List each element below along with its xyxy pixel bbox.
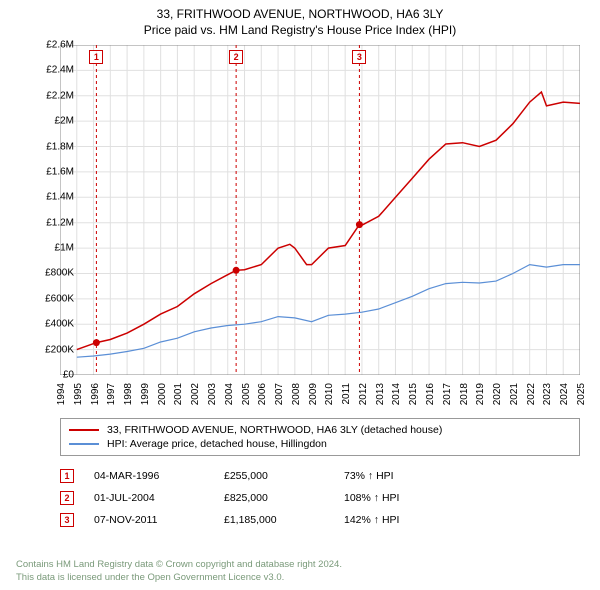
y-tick-label: £400K	[45, 319, 74, 330]
y-tick-label: £2M	[55, 116, 74, 127]
event-marker-3: 3	[60, 513, 74, 527]
x-tick-label: 2002	[190, 383, 201, 405]
event-price: £1,185,000	[224, 514, 324, 526]
x-tick-label: 2012	[358, 383, 369, 405]
x-tick-label: 2017	[442, 383, 453, 405]
legend-swatch	[69, 429, 99, 431]
y-tick-label: £1.4M	[46, 192, 74, 203]
x-tick-label: 2001	[173, 383, 184, 405]
x-tick-label: 2015	[408, 383, 419, 405]
x-tick-label: 2006	[257, 383, 268, 405]
chart-title: 33, FRITHWOOD AVENUE, NORTHWOOD, HA6 3LY…	[0, 0, 600, 38]
x-tick-label: 2011	[341, 383, 352, 405]
x-tick-label: 2022	[526, 383, 537, 405]
event-row: 1 04-MAR-1996 £255,000 73% ↑ HPI	[60, 465, 580, 487]
legend-swatch	[69, 443, 99, 445]
event-date: 01-JUL-2004	[94, 492, 204, 504]
event-hpi: 73% ↑ HPI	[344, 470, 580, 482]
x-tick-label: 1998	[123, 383, 134, 405]
x-tick-label: 2023	[542, 383, 553, 405]
event-row: 2 01-JUL-2004 £825,000 108% ↑ HPI	[60, 487, 580, 509]
x-tick-label: 2013	[375, 383, 386, 405]
x-tick-label: 2004	[224, 383, 235, 405]
x-tick-label: 2010	[324, 383, 335, 405]
x-tick-label: 2020	[492, 383, 503, 405]
y-tick-label: £1.8M	[46, 141, 74, 152]
x-tick-label: 2000	[157, 383, 168, 405]
x-tick-label: 2018	[459, 383, 470, 405]
event-marker-1: 1	[60, 469, 74, 483]
y-tick-label: £1.6M	[46, 166, 74, 177]
y-tick-label: £1M	[55, 243, 74, 254]
footer-attribution: Contains HM Land Registry data © Crown c…	[16, 559, 584, 584]
legend-label: 33, FRITHWOOD AVENUE, NORTHWOOD, HA6 3LY…	[107, 424, 442, 436]
x-tick-label: 2016	[425, 383, 436, 405]
y-tick-label: £2.4M	[46, 65, 74, 76]
event-hpi: 108% ↑ HPI	[344, 492, 580, 504]
y-tick-label: £200K	[45, 344, 74, 355]
chart-container: 33, FRITHWOOD AVENUE, NORTHWOOD, HA6 3LY…	[0, 0, 600, 590]
x-tick-label: 2024	[559, 383, 570, 405]
x-tick-label: 2025	[576, 383, 587, 405]
event-hpi: 142% ↑ HPI	[344, 514, 580, 526]
x-tick-label: 1994	[56, 383, 67, 405]
x-tick-label: 1995	[73, 383, 84, 405]
legend-label: HPI: Average price, detached house, Hill…	[107, 438, 327, 450]
y-tick-label: £600K	[45, 293, 74, 304]
event-marker-box: 1	[89, 50, 103, 64]
x-tick-label: 2009	[308, 383, 319, 405]
title-line-1: 33, FRITHWOOD AVENUE, NORTHWOOD, HA6 3LY	[157, 7, 444, 21]
x-tick-label: 2019	[475, 383, 486, 405]
footer-line-1: Contains HM Land Registry data © Crown c…	[16, 559, 342, 570]
footer-line-2: This data is licensed under the Open Gov…	[16, 572, 284, 583]
event-date: 07-NOV-2011	[94, 514, 204, 526]
y-tick-label: £800K	[45, 268, 74, 279]
x-tick-label: 2003	[207, 383, 218, 405]
legend-item: HPI: Average price, detached house, Hill…	[69, 437, 571, 451]
event-date: 04-MAR-1996	[94, 470, 204, 482]
legend-item: 33, FRITHWOOD AVENUE, NORTHWOOD, HA6 3LY…	[69, 423, 571, 437]
plot-svg	[60, 45, 580, 375]
event-price: £255,000	[224, 470, 324, 482]
x-tick-label: 1999	[140, 383, 151, 405]
event-price: £825,000	[224, 492, 324, 504]
x-tick-label: 2007	[274, 383, 285, 405]
y-tick-label: £0	[63, 370, 74, 381]
x-tick-label: 2008	[291, 383, 302, 405]
x-tick-label: 2014	[391, 383, 402, 405]
x-tick-label: 1997	[106, 383, 117, 405]
y-tick-label: £2.2M	[46, 90, 74, 101]
title-line-2: Price paid vs. HM Land Registry's House …	[144, 23, 456, 37]
chart-area	[60, 45, 580, 375]
y-tick-label: £1.2M	[46, 217, 74, 228]
legend: 33, FRITHWOOD AVENUE, NORTHWOOD, HA6 3LY…	[60, 418, 580, 456]
event-marker-box: 2	[229, 50, 243, 64]
y-tick-label: £2.6M	[46, 40, 74, 51]
x-tick-label: 2005	[241, 383, 252, 405]
x-tick-label: 1996	[90, 383, 101, 405]
x-tick-label: 2021	[509, 383, 520, 405]
event-row: 3 07-NOV-2011 £1,185,000 142% ↑ HPI	[60, 509, 580, 531]
event-marker-box: 3	[352, 50, 366, 64]
events-table: 1 04-MAR-1996 £255,000 73% ↑ HPI 2 01-JU…	[60, 465, 580, 531]
event-marker-2: 2	[60, 491, 74, 505]
